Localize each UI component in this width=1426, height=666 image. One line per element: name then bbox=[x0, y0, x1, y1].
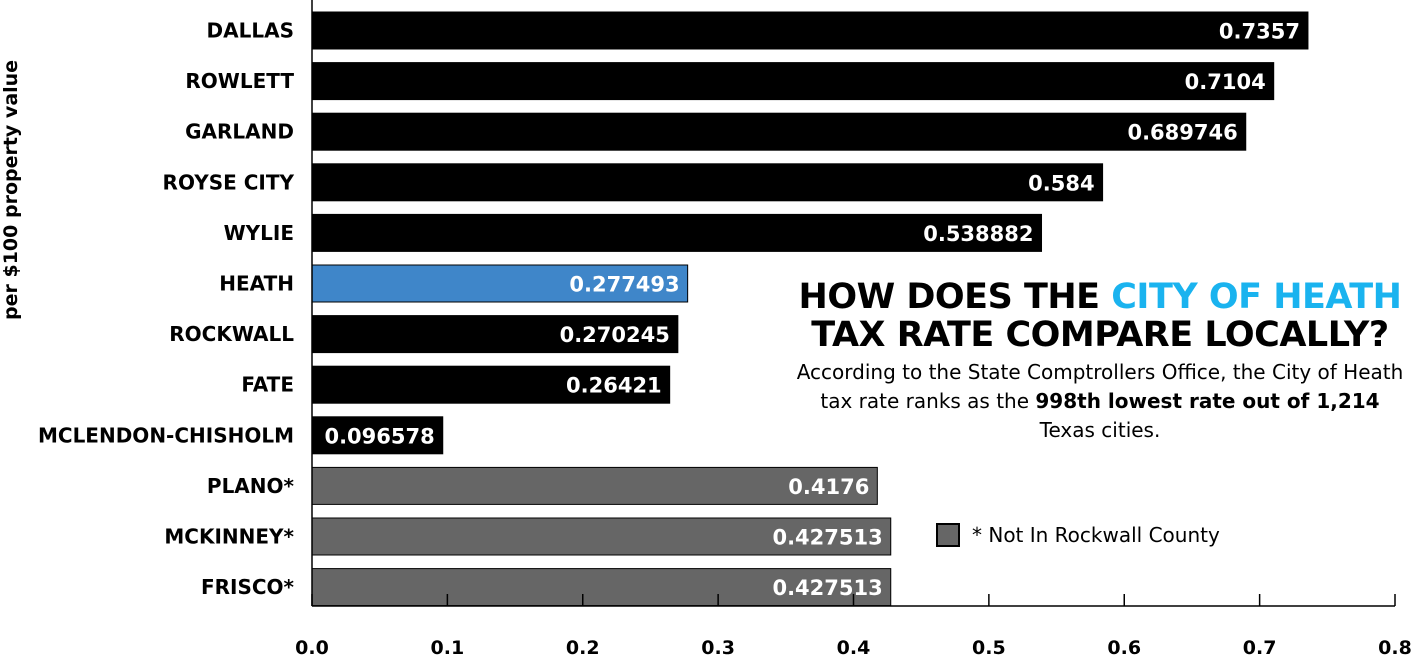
headline-accent: CITY OF HEATH bbox=[1111, 277, 1402, 317]
headline-annotation: HOW DOES THE CITY OF HEATH TAX RATE COMP… bbox=[720, 278, 1426, 445]
value-label-plano: 0.4176 bbox=[788, 475, 869, 499]
x-tick-label-1: 0.1 bbox=[431, 637, 465, 659]
legend-label: * Not In Rockwall County bbox=[972, 523, 1220, 547]
bar-plano bbox=[311, 466, 878, 505]
value-label-mckinney: 0.427513 bbox=[772, 526, 882, 550]
bar-mckinney bbox=[311, 517, 892, 556]
category-label-royse-city: ROYSE CITY bbox=[163, 170, 295, 194]
x-tick-label-3: 0.3 bbox=[701, 637, 735, 659]
category-label-mckinney: MCKINNEY* bbox=[164, 525, 294, 549]
value-label-fate: 0.26421 bbox=[566, 374, 662, 398]
subtext-line2-start: tax rate ranks as the bbox=[820, 389, 1036, 413]
x-tick-label-4: 0.4 bbox=[837, 637, 871, 659]
x-tick-label-5: 0.5 bbox=[972, 637, 1006, 659]
headline-line1-start: HOW DOES THE bbox=[798, 277, 1112, 317]
bar-dallas bbox=[311, 11, 1309, 50]
value-label-dallas: 0.7357 bbox=[1219, 20, 1300, 44]
category-label-mclendon-chisholm: MCLENDON-CHISHOLM bbox=[38, 423, 294, 447]
headline-subtext: According to the State Comptrollers Offi… bbox=[720, 358, 1426, 445]
subtext-line3: Texas cities. bbox=[1039, 418, 1161, 442]
category-label-heath: HEATH bbox=[219, 272, 294, 296]
value-label-heath: 0.277493 bbox=[569, 273, 679, 297]
bar-wylie bbox=[311, 213, 1043, 252]
legend-swatch bbox=[936, 523, 960, 547]
subtext-line1: According to the State Comptrollers Offi… bbox=[796, 360, 1404, 384]
category-label-dallas: DALLAS bbox=[207, 19, 294, 43]
category-label-plano: PLANO* bbox=[207, 474, 295, 498]
bar-heath bbox=[311, 264, 689, 303]
category-label-garland: GARLAND bbox=[185, 120, 294, 144]
bar-fate bbox=[311, 365, 671, 404]
value-label-frisco: 0.427513 bbox=[772, 576, 882, 600]
bar-rockwall bbox=[311, 315, 679, 354]
x-tick-label-2: 0.2 bbox=[566, 637, 600, 659]
headline-title: HOW DOES THE CITY OF HEATH TAX RATE COMP… bbox=[720, 278, 1426, 354]
legend: * Not In Rockwall County bbox=[936, 523, 1220, 547]
value-label-garland: 0.689746 bbox=[1127, 121, 1237, 145]
value-label-royse-city: 0.584 bbox=[1028, 171, 1094, 195]
category-label-fate: FATE bbox=[241, 373, 294, 397]
category-label-wylie: WYLIE bbox=[224, 221, 294, 245]
subtext-rank: 998th lowest rate out of 1,214 bbox=[1035, 389, 1380, 413]
x-tick-label-0: 0.0 bbox=[295, 637, 329, 659]
value-label-rockwall: 0.270245 bbox=[560, 323, 670, 347]
value-label-rowlett: 0.7104 bbox=[1185, 70, 1266, 94]
bar-royse-city bbox=[311, 163, 1104, 202]
bar-garland bbox=[311, 112, 1247, 151]
category-label-frisco: FRISCO* bbox=[201, 575, 295, 599]
x-tick-label-6: 0.6 bbox=[1107, 637, 1141, 659]
value-label-wylie: 0.538882 bbox=[923, 222, 1033, 246]
value-label-mclendon-chisholm: 0.096578 bbox=[324, 424, 434, 448]
bars-group: DALLAS 0.7357 ROWLETT 0.7104 GARLAND 0.689746… bbox=[38, 11, 1309, 607]
x-tick-label-8: 0.8 bbox=[1378, 637, 1412, 659]
x-tick-label-7: 0.7 bbox=[1243, 637, 1277, 659]
bar-rowlett bbox=[311, 62, 1275, 101]
x-axis: 0.0 0.1 0.2 0.3 0.4 0.5 0.6 0.7 0.8 bbox=[295, 0, 1412, 659]
category-label-rowlett: ROWLETT bbox=[185, 69, 294, 93]
category-label-rockwall: ROCKWALL bbox=[169, 322, 294, 346]
headline-line2: TAX RATE COMPARE LOCALLY? bbox=[811, 315, 1389, 355]
y-axis-label: per $100 property value bbox=[0, 60, 22, 320]
